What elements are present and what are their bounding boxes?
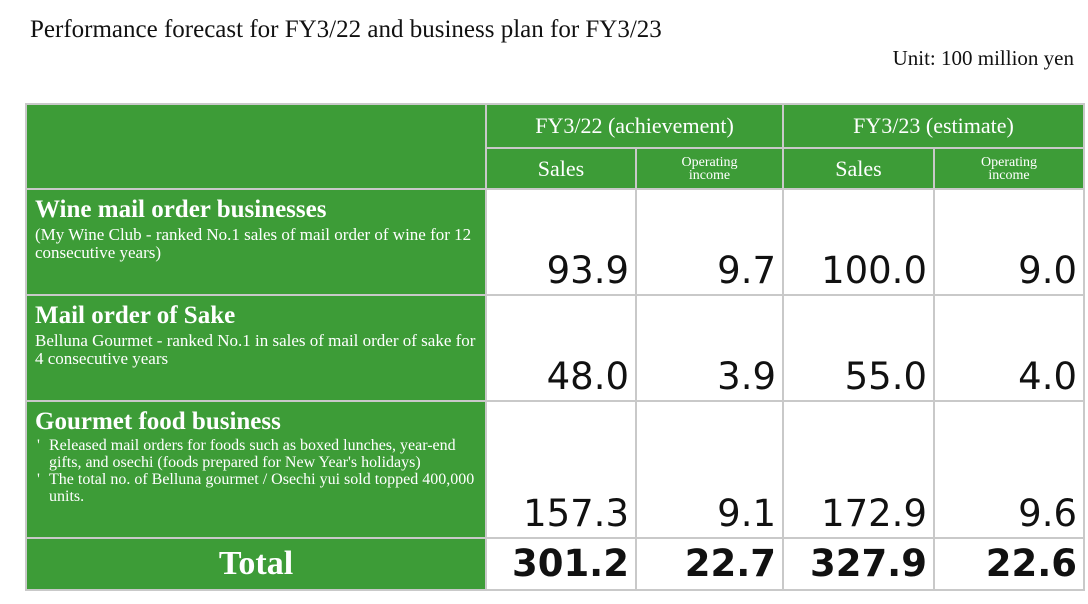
value-fy23-sales: 55.0 xyxy=(782,294,935,402)
business-title: Wine mail order businesses xyxy=(35,196,327,223)
business-description: (My Wine Club - ranked No.1 sales of mai… xyxy=(35,225,472,262)
total-fy23-sales: 327.9 xyxy=(782,537,935,591)
value-fy22-sales: 93.9 xyxy=(485,188,637,296)
header-fy23-sales: Sales xyxy=(782,147,935,190)
page-title: Performance forecast for FY3/22 and busi… xyxy=(30,16,662,43)
value-fy22-sales: 157.3 xyxy=(485,400,637,539)
business-title: Mail order of Sake xyxy=(35,302,236,329)
value-fy22-operating-income: 9.1 xyxy=(635,400,784,539)
total-fy22-operating-income: 22.7 xyxy=(635,537,784,591)
business-cell-sake: Mail order of Sake Belluna Gourmet - ran… xyxy=(25,294,487,402)
unit-label: Unit: 100 million yen xyxy=(892,46,1074,70)
business-title: Gourmet food business xyxy=(35,408,281,435)
operating-label-line2: income xyxy=(688,167,731,183)
value-fy22-operating-income: 9.7 xyxy=(635,188,784,296)
value-fy22-operating-income: 3.9 xyxy=(635,294,784,402)
value-fy23-operating-income: 4.0 xyxy=(932,294,1086,402)
business-bullet-list: Released mail orders for foods such as b… xyxy=(35,437,477,505)
operating-label-line2: income xyxy=(988,167,1030,183)
business-cell-wine: Wine mail order businesses (My Wine Club… xyxy=(25,188,487,296)
value-fy23-sales: 172.9 xyxy=(782,400,935,539)
total-label: Total xyxy=(25,537,487,591)
total-row: Total 301.2 22.7 327.9 22.6 xyxy=(25,537,1086,591)
header-fy22-sales: Sales xyxy=(485,147,637,190)
operating-label-line1: Operating xyxy=(681,154,738,170)
table-row: Gourmet food business Released mail orde… xyxy=(25,400,1086,539)
business-cell-gourmet: Gourmet food business Released mail orde… xyxy=(25,400,487,539)
bullet-item: The total no. of Belluna gourmet / Osech… xyxy=(35,471,477,505)
value-fy23-operating-income: 9.0 xyxy=(932,188,1086,296)
header-fy22: FY3/22 (achievement) xyxy=(485,103,784,149)
total-fy23-operating-income: 22.6 xyxy=(932,537,1086,591)
header-fy23: FY3/23 (estimate) xyxy=(781,103,1086,149)
performance-table: FY3/22 (achievement) FY3/23 (estimate) S… xyxy=(25,103,1086,591)
operating-label-line1: Operating xyxy=(981,154,1037,170)
bullet-item: Released mail orders for foods such as b… xyxy=(35,437,477,471)
business-description: Belluna Gourmet - ranked No.1 in sales o… xyxy=(35,331,476,368)
value-fy23-operating-income: 9.6 xyxy=(932,400,1086,539)
header-fy22-operating-income: Operating income xyxy=(635,147,784,190)
value-fy22-sales: 48.0 xyxy=(485,294,637,402)
table-row: Mail order of Sake Belluna Gourmet - ran… xyxy=(25,294,1086,402)
total-fy22-sales: 301.2 xyxy=(485,537,637,591)
header-fy23-operating-income: Operating income xyxy=(932,147,1086,190)
table-row: Wine mail order businesses (My Wine Club… xyxy=(25,188,1086,296)
header-corner-cell xyxy=(25,103,487,190)
value-fy23-sales: 100.0 xyxy=(782,188,935,296)
